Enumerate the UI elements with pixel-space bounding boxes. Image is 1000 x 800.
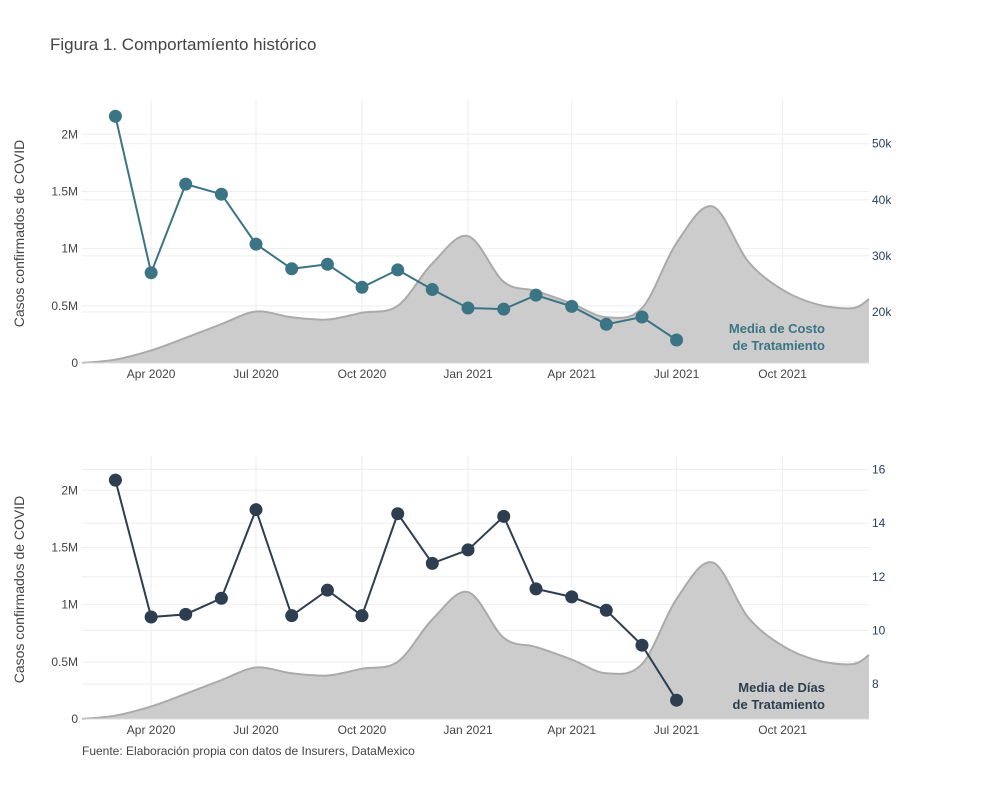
series-point	[108, 109, 122, 123]
series-point	[635, 638, 649, 652]
x-tick-label: Oct 2021	[758, 367, 807, 381]
series-point	[497, 509, 511, 523]
series-point	[144, 266, 158, 280]
y-left-tick-label: 0.5M	[51, 655, 78, 669]
y-axis-label: Casos confirmados de COVID	[11, 140, 27, 328]
series-point	[391, 263, 405, 277]
series-point	[249, 503, 263, 517]
x-tick-label: Oct 2021	[758, 723, 807, 737]
x-tick-label: Jul 2021	[654, 723, 700, 737]
y-right-tick-label: 14	[872, 516, 886, 530]
y-left-tick-label: 1.5M	[51, 540, 78, 554]
y-axis-label: Casos confirmados de COVID	[11, 496, 27, 684]
y-right-tick-label: 50k	[872, 137, 892, 151]
y-right-tick-label: 10	[872, 623, 886, 637]
series-point	[214, 591, 228, 605]
series-point	[461, 543, 475, 557]
series-point	[599, 603, 613, 617]
series-point	[355, 609, 369, 623]
x-tick-label: Jul 2020	[233, 367, 279, 381]
series-point	[108, 473, 122, 487]
y-left-tick-label: 2M	[61, 127, 78, 141]
series-point	[179, 607, 193, 621]
cases-area	[82, 206, 869, 363]
x-tick-label: Apr 2021	[547, 367, 596, 381]
x-tick-label: Apr 2020	[127, 723, 176, 737]
series-point	[425, 283, 439, 297]
series-label: de Tratamiento	[733, 338, 826, 353]
series-point	[670, 693, 684, 707]
series-point	[391, 507, 405, 521]
cases-area-outline	[81, 561, 870, 720]
series-label: de Tratamiento	[733, 697, 826, 712]
y-right-tick-label: 12	[872, 570, 886, 584]
series-point	[320, 257, 334, 271]
y-right-tick-label: 8	[872, 677, 879, 691]
figure-title: Figura 1. Comportamíento histórico	[50, 35, 316, 54]
series-point	[285, 609, 299, 623]
source-note: Fuente: Elaboración propia con datos de …	[82, 744, 415, 758]
y-left-tick-label: 1M	[61, 598, 78, 612]
panel-cost: Apr 2020 Jul 2020 Oct 2020 Jan 2021 Apr 2021…	[11, 100, 892, 381]
series-point	[529, 582, 543, 596]
series-point	[565, 299, 579, 313]
series-point	[635, 310, 649, 324]
series-point	[565, 590, 579, 604]
x-tick-label: Apr 2021	[547, 723, 596, 737]
x-tick-label: Oct 2020	[338, 367, 387, 381]
series-label: Media de Costo	[729, 321, 825, 336]
y-left-tick-label: 1M	[61, 242, 78, 256]
y-left-tick-label: 0	[71, 712, 78, 726]
series-point	[249, 237, 263, 251]
series-point	[320, 583, 334, 597]
series-point	[497, 302, 511, 316]
series-point	[144, 610, 158, 624]
series-point	[599, 317, 613, 331]
y-right-tick-label: 30k	[872, 249, 892, 263]
series-label: Media de Días	[738, 680, 825, 695]
y-left-tick-label: 0.5M	[51, 299, 78, 313]
x-tick-label: Jan 2021	[443, 723, 493, 737]
series-point	[461, 301, 475, 315]
series-point	[425, 556, 439, 570]
x-tick-label: Apr 2020	[127, 367, 176, 381]
series-point	[179, 177, 193, 191]
x-tick-label: Jul 2021	[654, 367, 700, 381]
cases-area	[82, 562, 869, 719]
y-left-tick-label: 0	[71, 356, 78, 370]
cases-area-outline	[81, 205, 870, 364]
series-point	[529, 288, 543, 302]
x-tick-label: Jul 2020	[233, 723, 279, 737]
y-left-tick-label: 1.5M	[51, 184, 78, 198]
y-right-tick-label: 40k	[872, 193, 892, 207]
series-point	[285, 262, 299, 276]
series-point	[214, 187, 228, 201]
x-tick-label: Oct 2020	[338, 723, 387, 737]
panel-days: Apr 2020 Jul 2020 Oct 2020 Jan 2021 Apr 2021…	[11, 456, 886, 737]
series-point	[355, 280, 369, 294]
x-tick-label: Jan 2021	[443, 367, 493, 381]
y-right-tick-label: 20k	[872, 305, 892, 319]
y-left-tick-label: 2M	[61, 483, 78, 497]
y-right-tick-label: 16	[872, 462, 886, 476]
series-point	[670, 333, 684, 347]
